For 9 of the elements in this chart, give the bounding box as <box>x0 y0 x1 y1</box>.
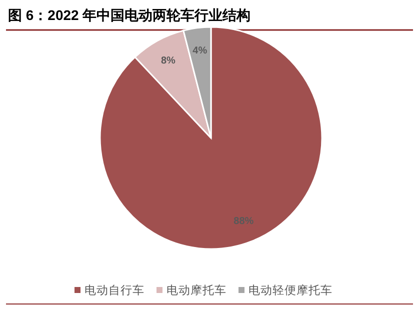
chart-title: 图 6：2022 年中国电动两轮车行业结构 <box>8 7 251 23</box>
legend-label: 电动自行车 <box>84 283 144 298</box>
data-label: 88% <box>234 216 254 228</box>
legend-label: 电动轻便摩托车 <box>248 283 332 298</box>
pie-slice <box>99 26 323 250</box>
data-label: 4% <box>192 45 208 56</box>
data-label: 8% <box>160 56 176 67</box>
legend-label: 电动摩托车 <box>166 283 226 298</box>
pie-slice <box>134 30 212 139</box>
